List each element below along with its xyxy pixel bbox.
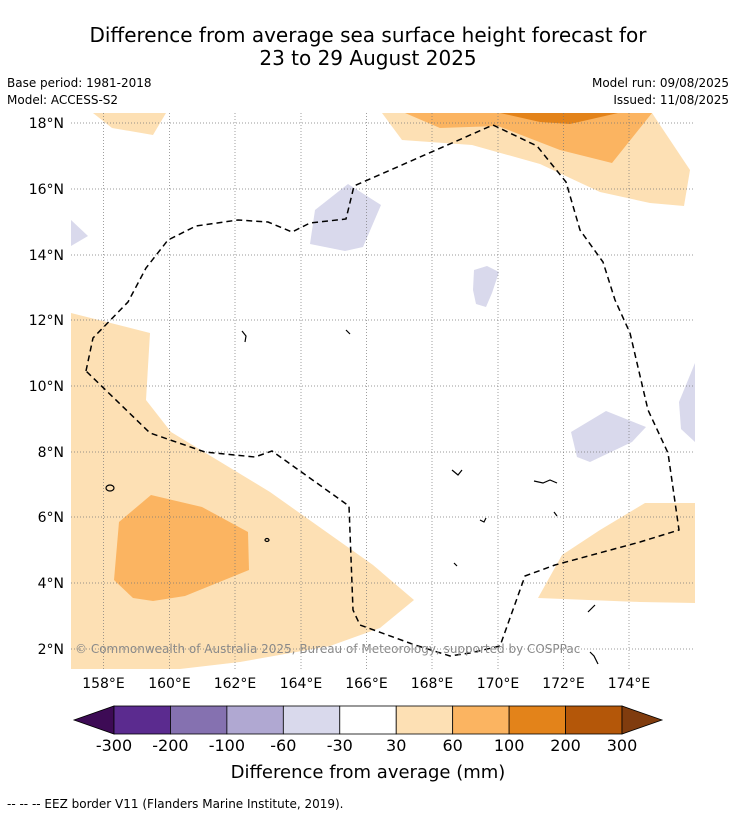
lon-tick-label: 174°E <box>608 676 651 692</box>
islands <box>105 329 599 665</box>
colorbar-tick-label: 100 <box>494 736 525 755</box>
latitude-axis: 18°N 16°N 14°N 12°N 10°N 8°N 6°N 4°N 2°N <box>29 116 64 658</box>
lat-tick-label: 2°N <box>38 642 64 658</box>
lon-tick-label: 158°E <box>82 676 125 692</box>
lon-tick-label: 160°E <box>148 676 191 692</box>
colorbar-bin <box>395 705 454 735</box>
lat-tick-label: 8°N <box>38 445 64 461</box>
anomaly-neg-30-60-a <box>71 220 88 246</box>
colorbar-bin <box>508 705 566 735</box>
colorbar-bin <box>282 705 341 735</box>
eez-legend-note: -- -- -- EEZ border V11 (Flanders Marine… <box>7 797 344 811</box>
colorbar-tick-label: -200 <box>152 736 188 755</box>
lon-tick-label: 170°E <box>477 676 520 692</box>
lon-tick-label: 164°E <box>280 676 323 692</box>
colorbar-bin <box>339 705 397 735</box>
lat-tick-label: 10°N <box>29 379 64 395</box>
colorbar-bin <box>226 705 284 735</box>
colorbar-extend-high <box>621 705 664 735</box>
colorbar-tick-label: 200 <box>550 736 581 755</box>
chart-title-line-2: 23 to 29 August 2025 <box>259 46 477 70</box>
anomaly-30-60-south-east <box>538 503 695 603</box>
colorbar-tick-label: -30 <box>327 736 353 755</box>
map-area <box>71 113 695 669</box>
colorbar-title: Difference from average (mm) <box>230 762 506 783</box>
anomaly-60-100-north <box>405 113 652 163</box>
graticule <box>71 113 695 669</box>
colorbar-bin <box>565 705 623 735</box>
issued-date: Issued: 11/08/2025 <box>613 93 729 107</box>
colorbar-extend-low <box>72 705 115 735</box>
lat-tick-label: 12°N <box>29 313 64 329</box>
lat-tick-label: 18°N <box>29 116 64 132</box>
colorbar <box>72 705 664 735</box>
lon-tick-label: 172°E <box>542 676 585 692</box>
copyright-notice: © Commonwealth of Australia 2025, Bureau… <box>75 642 580 656</box>
colorbar-tick-label: 300 <box>607 736 638 755</box>
model-name: Model: ACCESS-S2 <box>7 93 119 107</box>
colorbar-tick-label: -60 <box>270 736 296 755</box>
anomaly-neg-30-60-b <box>310 184 381 251</box>
colorbar-ticks: -300 -200 -100 -60 -30 30 60 100 200 300 <box>96 736 637 755</box>
lon-tick-label: 166°E <box>345 676 388 692</box>
model-run: Model run: 09/08/2025 <box>591 76 729 90</box>
colorbar-bin <box>452 705 510 735</box>
lat-tick-label: 4°N <box>38 576 64 592</box>
anomaly-neg-30-60-c <box>473 266 499 307</box>
colorbar-bin <box>170 705 228 735</box>
anomaly-neg-30-60-e <box>679 363 695 442</box>
anomaly-100-200-north <box>500 113 618 124</box>
colorbar-tick-label: -100 <box>209 736 245 755</box>
lon-tick-label: 162°E <box>214 676 257 692</box>
colorbar-tick-label: -300 <box>96 736 132 755</box>
lat-tick-label: 16°N <box>29 182 64 198</box>
chart-title-line-1: Difference from average sea surface heig… <box>89 23 647 47</box>
lat-tick-label: 14°N <box>29 248 64 264</box>
base-period: Base period: 1981-2018 <box>7 76 152 90</box>
anomaly-30-60-north-west <box>93 113 166 135</box>
anomaly-60-100-west <box>114 495 249 601</box>
anomaly-neg-30-60-d <box>571 411 646 462</box>
longitude-axis: 158°E 160°E 162°E 164°E 166°E 168°E 170°… <box>82 676 650 692</box>
colorbar-tick-label: 30 <box>386 736 406 755</box>
lon-tick-label: 168°E <box>411 676 454 692</box>
colorbar-tick-label: 60 <box>442 736 462 755</box>
lat-tick-label: 6°N <box>38 510 64 526</box>
eez-border <box>85 124 680 657</box>
colorbar-bin <box>113 705 171 735</box>
